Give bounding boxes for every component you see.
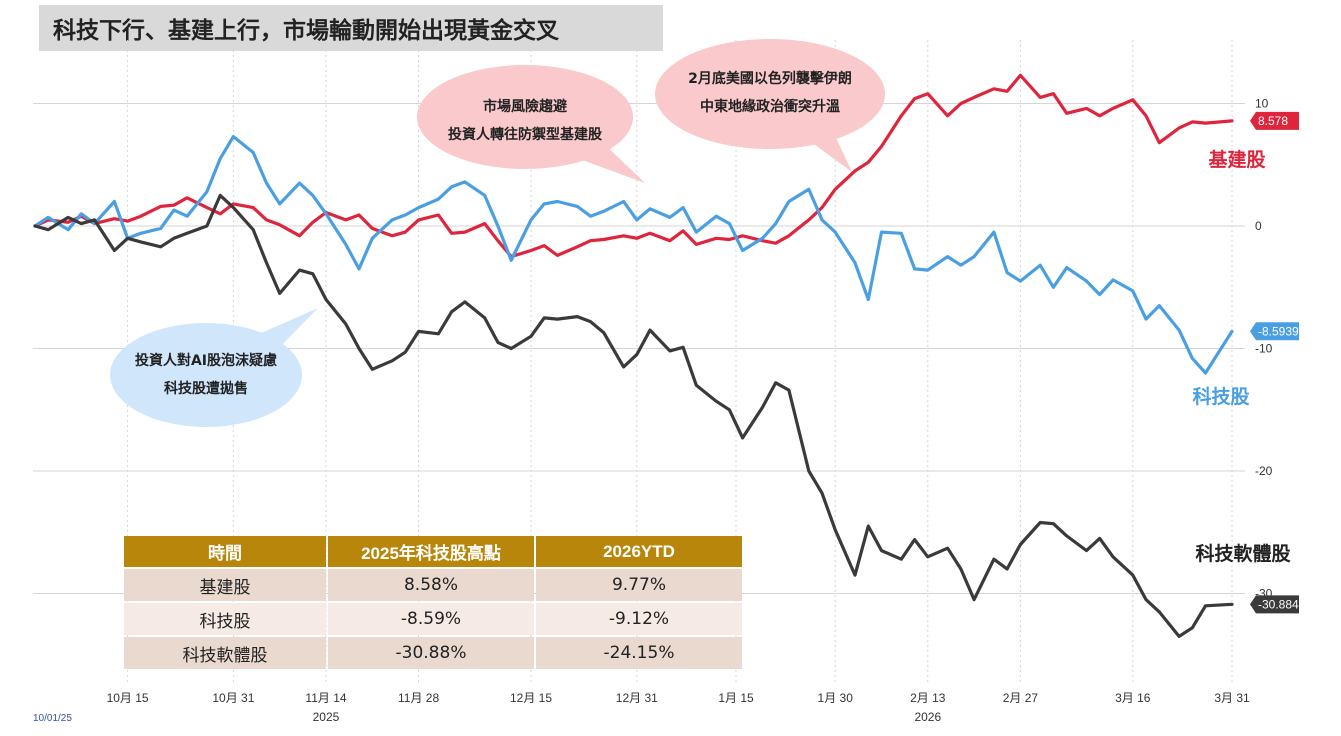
market-bubble-body [417,65,633,169]
x-tick-label: 10月 15 [107,691,149,705]
x-tick-label: 11月 28 [398,691,439,705]
series-name-label: 基建股 [1207,148,1265,171]
series-line-2 [33,193,1234,638]
table-cell: -9.12% [536,603,742,635]
x-tick-label: 11月 14 [305,691,346,705]
last-value-tag-bg [1250,111,1299,130]
table-cell: 科技股 [124,603,326,635]
x-tick-label: 3月 31 [1214,691,1250,705]
series-name-label: 科技股 [1192,385,1249,408]
table-cell: 9.77% [536,569,742,601]
table-header-cell: 時間 [124,536,326,567]
x-tick-label: 12月 15 [510,691,552,705]
x-tick-label: 10月 31 [212,691,254,705]
last-value-tag-text: -8.5939 [1258,324,1299,338]
ai-bubble-body [110,323,302,427]
market-bubble-text: 投資人轉往防禦型基建股 [448,126,603,143]
table-cell: -30.88% [328,637,534,669]
ai-bubble-text: 投資人對AI股泡沫疑慮 [135,352,277,369]
y-tick-label: 10 [1255,97,1269,111]
table-row: 科技軟體股 -30.88% -24.15% [124,637,742,669]
x-tick-label: 2月 13 [910,691,946,705]
y-tick-label: 0 [1255,219,1262,233]
last-value-tag: -30.884 [1250,595,1299,614]
table-row: 科技股 -8.59% -9.12% [124,603,742,635]
last-value-tag: -8.5939 [1250,322,1299,341]
table-cell: -24.15% [536,637,742,669]
series-layer [33,73,1234,638]
table-row: 基建股 8.58% 9.77% [124,569,742,601]
summary-table: 時間 2025年科技股高點 2026YTD 基建股 8.58% 9.77% 科技… [122,534,744,671]
middle-east-bubble-text: 中東地緣政治衝突升溫 [700,98,840,115]
series-name-label: 科技軟體股 [1195,542,1290,565]
last-value-tag-text: 8.578 [1258,114,1288,128]
last-value-tag: 8.578 [1250,111,1299,130]
last-value-tag-bg [1250,322,1299,341]
ai-bubble-text: 科技股遭拋售 [164,380,248,397]
table-header-cell: 2026YTD [536,536,742,567]
x-tick-label: 3月 16 [1115,691,1151,705]
x-tick-label: 12月 31 [616,691,658,705]
table-cell: 8.58% [328,569,534,601]
y-tick-label: -20 [1255,464,1273,478]
last-value-tag-text: -30.884 [1258,597,1299,611]
last-value-tag-bg [1250,595,1299,614]
chart-title: 科技下行、基建上行，市場輪動開始出現黃金交叉 [39,5,663,51]
table-cell: 科技軟體股 [124,637,326,669]
table-header-cell: 2025年科技股高點 [328,536,534,567]
y-tick-label: -10 [1255,342,1273,356]
x-tick-label: 1月 15 [718,691,754,705]
x-year-label: 2025 [313,710,340,724]
x-year-label: 2026 [914,710,941,724]
series-line-0 [33,73,1234,259]
middle-east-bubble-body [655,39,885,149]
table-cell: -8.59% [328,603,534,635]
annotation-layer: 市場風險趨避投資人轉往防禦型基建股2月底美國以色列襲擊伊朗中東地緣政治衝突升溫投… [110,39,885,427]
middle-east-bubble-text: 2月底美國以色列襲擊伊朗 [688,70,852,87]
table-cell: 基建股 [124,569,326,601]
x-tick-label: 2月 27 [1003,691,1039,705]
source-date: 10/01/25 [33,713,72,724]
x-tick-label: 1月 30 [818,691,854,705]
market-bubble-text: 市場風險趨避 [483,98,567,115]
series-line-1 [33,135,1234,375]
table-header-row: 時間 2025年科技股高點 2026YTD [124,536,742,567]
